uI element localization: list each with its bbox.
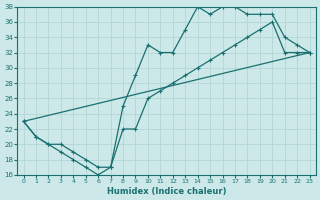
X-axis label: Humidex (Indice chaleur): Humidex (Indice chaleur) — [107, 187, 226, 196]
